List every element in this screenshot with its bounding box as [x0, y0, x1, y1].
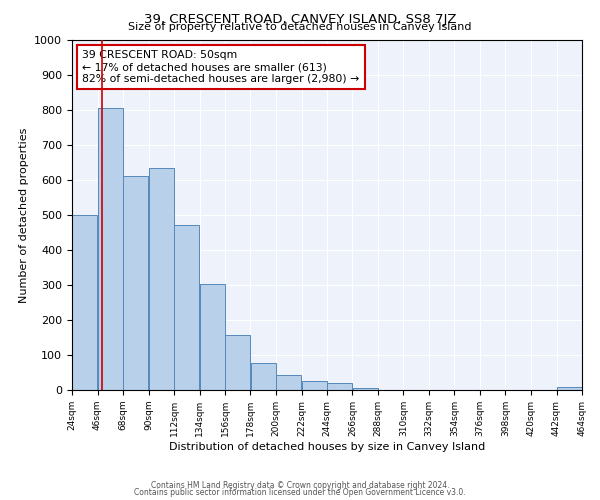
Bar [174, 225, 199, 390]
Bar [276, 374, 301, 390]
Bar [353, 388, 378, 390]
Bar [200, 284, 225, 390]
Bar [149, 168, 174, 390]
Bar [225, 334, 250, 390]
Bar [123, 176, 148, 390]
Text: Size of property relative to detached houses in Canvey Island: Size of property relative to detached ho… [128, 22, 472, 32]
Bar [327, 383, 352, 390]
Y-axis label: Number of detached properties: Number of detached properties [19, 128, 29, 302]
X-axis label: Distribution of detached houses by size in Canvey Island: Distribution of detached houses by size … [169, 442, 485, 452]
Bar [557, 387, 582, 390]
Bar [302, 381, 327, 390]
Text: Contains HM Land Registry data © Crown copyright and database right 2024.: Contains HM Land Registry data © Crown c… [151, 480, 449, 490]
Bar [251, 362, 276, 390]
Bar [98, 108, 123, 390]
Bar [72, 215, 97, 390]
Text: 39, CRESCENT ROAD, CANVEY ISLAND, SS8 7JZ: 39, CRESCENT ROAD, CANVEY ISLAND, SS8 7J… [144, 12, 456, 26]
Text: Contains public sector information licensed under the Open Government Licence v3: Contains public sector information licen… [134, 488, 466, 497]
Text: 39 CRESCENT ROAD: 50sqm
← 17% of detached houses are smaller (613)
82% of semi-d: 39 CRESCENT ROAD: 50sqm ← 17% of detache… [82, 50, 359, 84]
